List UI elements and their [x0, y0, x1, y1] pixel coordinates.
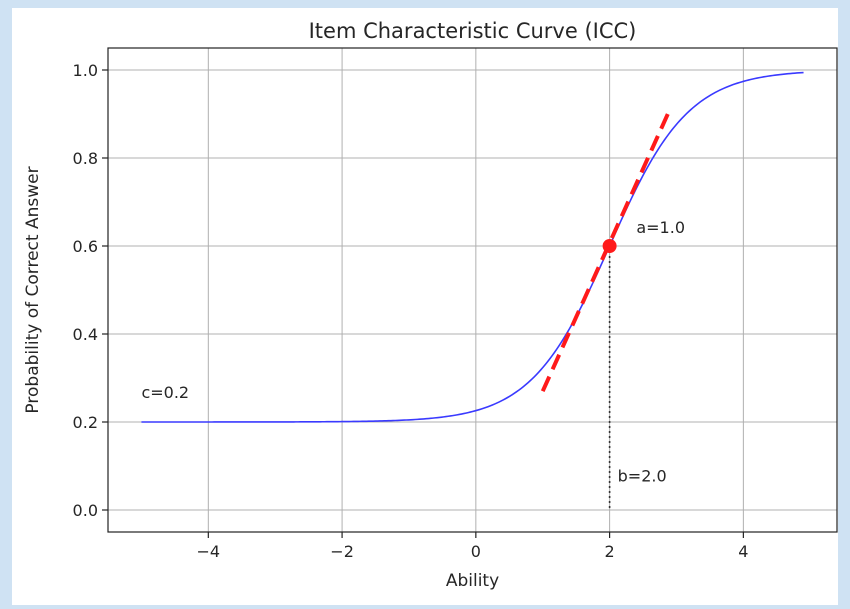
annotations: a=1.0 c=0.2 b=2.0	[141, 218, 685, 486]
y-tick-label: 0.6	[73, 237, 98, 256]
y-tick-label: 0.8	[73, 149, 98, 168]
inflection-point-marker	[602, 239, 617, 253]
x-tick-label: 2	[605, 542, 615, 561]
y-tick-label: 0.0	[73, 501, 98, 520]
y-axis-label: Probability of Correct Answer	[23, 166, 43, 413]
icc-chart: −4 −2 0 2 4 0.0 0.2 0.4 0.6 0.8 1.0 Item Character…	[23, 19, 838, 591]
plot-marks	[141, 71, 804, 510]
annotation-label: a=1.0	[636, 218, 685, 237]
x-tick-label: 0	[471, 542, 481, 561]
annotation-label: c=0.2	[141, 383, 189, 402]
y-tick-label: 1.0	[73, 61, 98, 80]
chart-figure: −4 −2 0 2 4 0.0 0.2 0.4 0.6 0.8 1.0 Item Character…	[12, 8, 838, 605]
x-tick-label: −2	[330, 542, 354, 561]
annotation-label: b=2.0	[618, 466, 667, 485]
x-tick-label: −4	[197, 542, 221, 561]
axis-ticks: −4 −2 0 2 4 0.0 0.2 0.4 0.6 0.8 1.0	[73, 61, 749, 561]
x-tick-label: 4	[738, 542, 748, 561]
chart-title: Item Characteristic Curve (ICC)	[309, 19, 637, 43]
y-tick-label: 0.2	[73, 413, 98, 432]
icc-curve-line	[141, 71, 804, 423]
grid-lines	[108, 48, 837, 532]
y-tick-label: 0.4	[73, 325, 98, 344]
axes-frame	[107, 47, 838, 533]
x-axis-label: Ability	[446, 571, 499, 591]
